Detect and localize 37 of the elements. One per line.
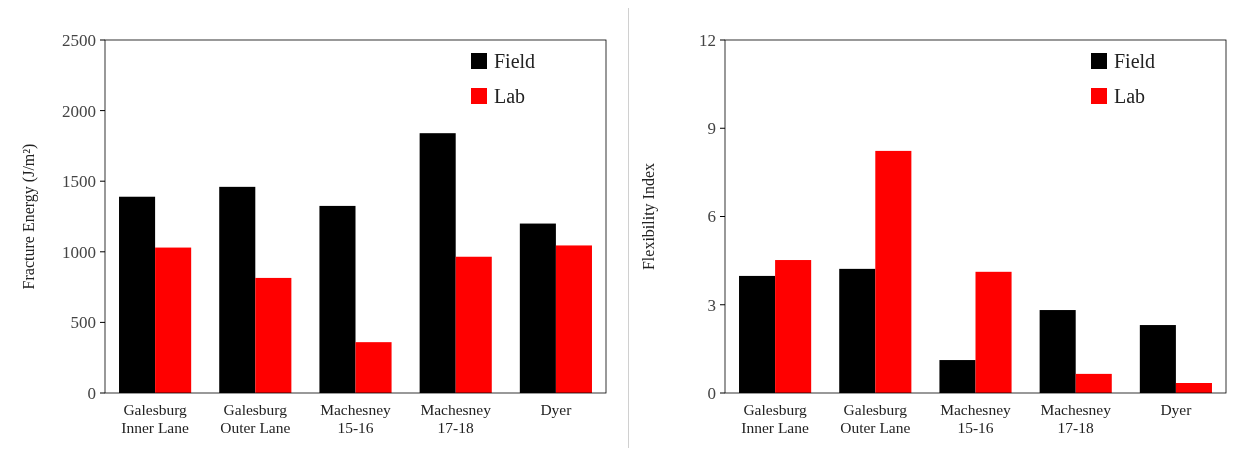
y-axis-title: Fracture Energy (J/m²) bbox=[20, 143, 38, 290]
bar bbox=[255, 277, 292, 393]
y-tick-label: 6 bbox=[707, 207, 716, 227]
bar bbox=[775, 260, 812, 393]
legend-label: Lab bbox=[494, 85, 526, 107]
bar bbox=[455, 256, 492, 393]
x-tick-label: Machesney 15-16 bbox=[320, 401, 392, 436]
x-tick-label: Dyer bbox=[540, 401, 573, 418]
y-tick-label: 1000 bbox=[62, 242, 96, 262]
x-tick-label: Machesney 17-18 bbox=[420, 401, 492, 436]
y-tick-label: 1500 bbox=[62, 172, 96, 192]
x-tick-label: Galesburg Inner Lane bbox=[121, 401, 189, 436]
y-tick-label: 3 bbox=[707, 295, 716, 315]
y-tick-label: 12 bbox=[699, 30, 716, 50]
x-tick-label: Machesney 15-16 bbox=[940, 401, 1012, 436]
bar bbox=[1075, 373, 1112, 393]
x-tick-label: Galesburg Outer Lane bbox=[220, 401, 291, 436]
bar bbox=[975, 271, 1012, 393]
y-tick-label: 2000 bbox=[62, 101, 96, 121]
x-tick-label: Galesburg Inner Lane bbox=[741, 401, 809, 436]
x-tick-label: Dyer bbox=[1160, 401, 1193, 418]
y-tick-label: 9 bbox=[707, 119, 716, 139]
y-tick-label: 500 bbox=[70, 313, 96, 333]
legend-label: Field bbox=[1114, 50, 1156, 72]
legend-label: Lab bbox=[1114, 85, 1146, 107]
legend-label: Field bbox=[494, 50, 536, 72]
y-tick-label: 0 bbox=[707, 383, 716, 403]
bar bbox=[1175, 383, 1212, 393]
x-tick-label: Machesney 17-18 bbox=[1040, 401, 1112, 436]
bar bbox=[875, 150, 912, 393]
bar bbox=[155, 247, 192, 393]
y-tick-label: 0 bbox=[87, 383, 96, 403]
bar bbox=[355, 342, 392, 393]
x-tick-label: Galesburg Outer Lane bbox=[840, 401, 911, 436]
y-tick-label: 2500 bbox=[62, 30, 96, 50]
y-axis-title: Flexibility Index bbox=[640, 162, 658, 271]
bar bbox=[555, 245, 592, 393]
